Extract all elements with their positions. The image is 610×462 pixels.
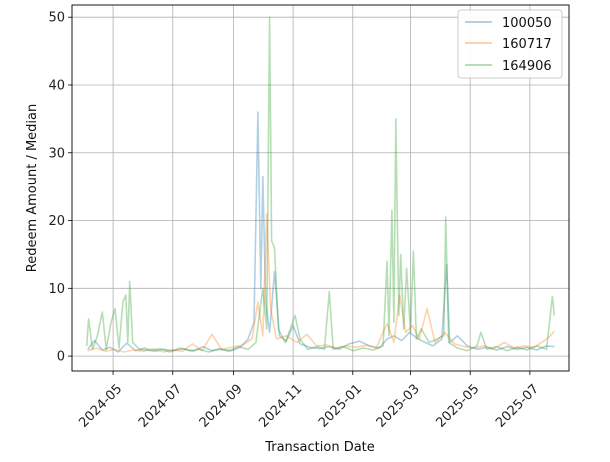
y-tick-label: 20 — [48, 214, 65, 229]
x-tick-label: 2024-09 — [197, 382, 246, 431]
legend: 100050 160717 164906 — [457, 9, 563, 79]
legend-label-160717: 160717 — [502, 37, 552, 52]
legend-label-100050: 100050 — [502, 16, 552, 31]
x-tick-label: 2025-05 — [433, 382, 482, 431]
y-tick-label: 10 — [48, 282, 65, 297]
x-tick-label: 2025-07 — [493, 382, 542, 431]
y-tick-label: 40 — [48, 78, 65, 93]
series-line-164906 — [85, 16, 556, 353]
x-tick-label: 2024-11 — [256, 382, 305, 431]
legend-box — [457, 9, 563, 79]
plot-frame — [71, 4, 570, 372]
y-tick-label: 30 — [48, 146, 65, 161]
series-lines — [85, 16, 556, 353]
y-tick-label: 0 — [57, 350, 65, 365]
x-tick-label: 2024-05 — [76, 382, 125, 431]
series-line-160717 — [87, 213, 555, 353]
x-axis-label: Transaction Date — [264, 440, 375, 455]
x-tick-label: 2024-07 — [136, 382, 185, 431]
x-tick-label: 2025-01 — [316, 382, 365, 431]
y-axis-label: Redeem Amount / Median — [25, 104, 40, 273]
legend-label-164906: 164906 — [502, 59, 552, 74]
x-tick-label: 2025-03 — [374, 382, 423, 431]
y-tick-label: 50 — [48, 11, 65, 26]
series-line-100050 — [87, 111, 555, 353]
